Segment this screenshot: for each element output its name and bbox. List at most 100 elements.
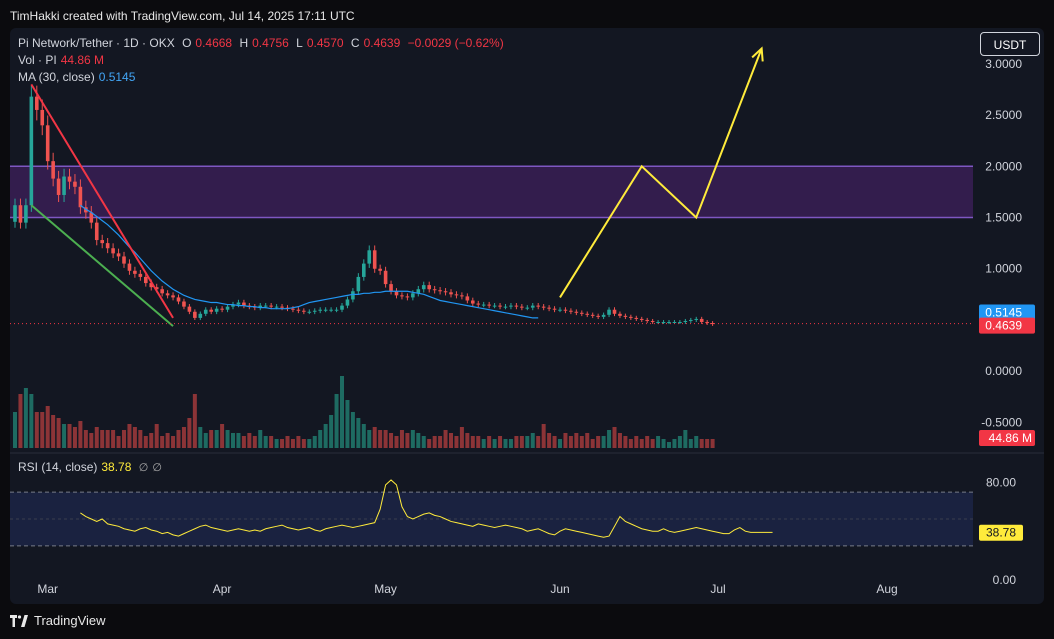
candle-body[interactable] [209, 309, 213, 312]
candle-body[interactable] [116, 253, 121, 257]
candle-body[interactable] [111, 248, 115, 254]
candle-body[interactable] [541, 306, 546, 308]
candle-body[interactable] [552, 308, 557, 310]
candle-body[interactable] [263, 305, 268, 307]
candle-body[interactable] [492, 305, 497, 307]
candle-body[interactable] [694, 318, 699, 320]
candle-body[interactable] [689, 319, 693, 321]
candle-body[interactable] [438, 290, 442, 292]
candle-body[interactable] [634, 317, 639, 319]
candle-body[interactable] [296, 309, 301, 311]
candle-body[interactable] [236, 302, 241, 305]
candle-body[interactable] [650, 320, 655, 322]
candle-body[interactable] [471, 300, 475, 304]
candle-body[interactable] [307, 311, 312, 313]
candle-body[interactable] [645, 319, 649, 321]
candle-body[interactable] [656, 322, 660, 323]
candle-body[interactable] [89, 212, 94, 223]
candle-body[interactable] [13, 205, 17, 222]
tradingview-brand[interactable]: TradingView [10, 613, 106, 628]
candle-body[interactable] [661, 322, 666, 323]
candle-body[interactable] [334, 309, 339, 311]
candle-body[interactable] [536, 305, 540, 307]
candle-body[interactable] [18, 205, 23, 223]
candle-body[interactable] [427, 285, 431, 290]
candle-body[interactable] [51, 161, 55, 179]
candle-body[interactable] [312, 310, 317, 312]
candle-body[interactable] [24, 205, 28, 223]
projection-arrow-line[interactable] [559, 48, 763, 298]
candle-body[interactable] [40, 109, 45, 126]
lower-trendline[interactable] [30, 204, 174, 327]
candle-body[interactable] [394, 291, 399, 296]
candle-body[interactable] [705, 322, 709, 324]
candle-body[interactable] [672, 322, 677, 323]
candle-body[interactable] [509, 305, 513, 307]
candle-body[interactable] [149, 283, 154, 288]
candle-body[interactable] [214, 308, 219, 312]
candle-body[interactable] [623, 315, 628, 317]
candle-body[interactable] [607, 309, 611, 315]
candle-body[interactable] [612, 309, 617, 314]
candle-body[interactable] [498, 305, 502, 307]
candle-body[interactable] [203, 309, 208, 314]
candle-body[interactable] [460, 295, 464, 297]
candle-body[interactable] [56, 178, 61, 195]
candle-body[interactable] [323, 309, 328, 311]
candle-body[interactable] [618, 313, 622, 316]
candle-body[interactable] [231, 304, 235, 307]
candle-body[interactable] [590, 314, 595, 316]
candle-body[interactable] [454, 294, 459, 296]
candle-body[interactable] [629, 316, 633, 318]
candle-body[interactable] [94, 222, 99, 241]
candle-body[interactable] [220, 308, 224, 310]
rsi-line[interactable] [80, 479, 773, 538]
candle-body[interactable] [340, 305, 344, 310]
candle-body[interactable] [476, 303, 481, 305]
candle-body[interactable] [389, 284, 393, 292]
candle-body[interactable] [383, 270, 388, 285]
resistance-zone[interactable] [10, 166, 973, 218]
candle-body[interactable] [432, 289, 437, 291]
candle-body[interactable] [144, 276, 148, 284]
candle-body[interactable] [683, 320, 688, 322]
candle-body[interactable] [138, 273, 143, 277]
candle-body[interactable] [35, 96, 39, 110]
candle-body[interactable] [318, 309, 322, 311]
candle-body[interactable] [171, 295, 175, 298]
upper-trendline[interactable] [30, 83, 174, 319]
candle-body[interactable] [154, 287, 159, 290]
symbol-title[interactable]: Pi Network/Tether · 1D · OKX [18, 36, 175, 50]
candle-body[interactable] [225, 306, 230, 310]
candle-body[interactable] [291, 308, 295, 310]
candle-body[interactable] [127, 263, 132, 271]
candle-body[interactable] [710, 323, 715, 325]
candle-body[interactable] [400, 295, 404, 297]
candle-body[interactable] [580, 312, 584, 314]
candle-body[interactable] [487, 304, 491, 306]
candle-body[interactable] [187, 306, 192, 312]
candle-body[interactable] [160, 289, 164, 294]
candle-body[interactable] [329, 309, 333, 311]
candle-body[interactable] [678, 322, 682, 323]
candle-body[interactable] [601, 314, 606, 317]
candle-body[interactable] [100, 240, 104, 244]
candle-body[interactable] [302, 310, 306, 312]
candle-body[interactable] [585, 313, 590, 315]
candle-body[interactable] [198, 313, 203, 318]
candle-body[interactable] [443, 291, 448, 293]
ma30-line[interactable] [80, 204, 539, 319]
candle-body[interactable] [258, 305, 263, 308]
candle-body[interactable] [639, 318, 644, 320]
candle-body[interactable] [596, 315, 600, 317]
candle-body[interactable] [105, 243, 110, 249]
candle-body[interactable] [411, 293, 415, 298]
candle-body[interactable] [569, 310, 573, 312]
candle-body[interactable] [78, 186, 83, 208]
candle-body[interactable] [421, 285, 426, 290]
candle-body[interactable] [667, 322, 671, 323]
candle-body[interactable] [182, 301, 186, 307]
candle-body[interactable] [525, 307, 530, 309]
candle-body[interactable] [378, 268, 382, 271]
candle-body[interactable] [372, 250, 377, 269]
